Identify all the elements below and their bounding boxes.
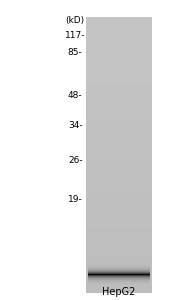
Text: 26-: 26- — [68, 156, 83, 165]
Text: 34-: 34- — [68, 122, 83, 130]
Text: (kD): (kD) — [66, 16, 85, 25]
Text: 117-: 117- — [65, 31, 85, 40]
Text: 48-: 48- — [68, 92, 83, 100]
Text: 85-: 85- — [68, 48, 83, 57]
Text: HepG2: HepG2 — [102, 286, 136, 297]
Text: 19-: 19- — [68, 195, 83, 204]
